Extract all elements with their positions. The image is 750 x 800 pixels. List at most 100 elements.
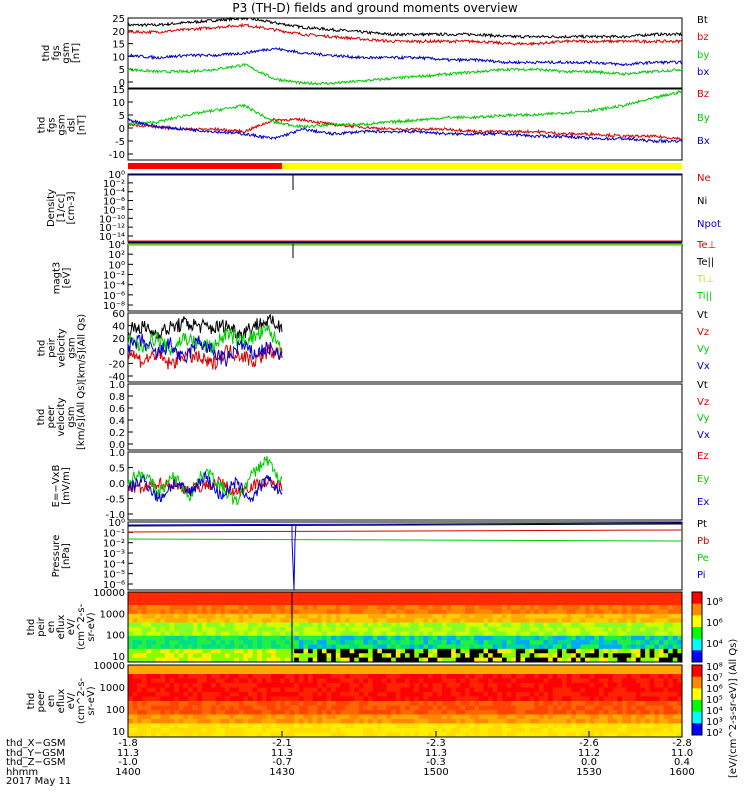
spec-cell [649, 627, 655, 632]
spec-cell [474, 665, 480, 670]
spec-cell [183, 696, 189, 702]
spec-cell [566, 669, 572, 675]
spec-cell [368, 710, 374, 715]
spec-cell [354, 678, 360, 684]
colorbar-cell [692, 710, 702, 713]
spec-cell [432, 635, 438, 641]
spec-cell [575, 701, 581, 706]
spec-cell [552, 692, 558, 697]
spec-cell [128, 653, 134, 659]
spec-cell [395, 674, 401, 679]
spec-cell [428, 705, 434, 711]
spec-cell [308, 613, 314, 619]
spec-cell [331, 669, 337, 675]
spec-cell [266, 674, 272, 679]
spec-cell [478, 609, 484, 615]
colorbar-cell [692, 723, 702, 725]
spec-cell [552, 665, 558, 670]
spec-cell [455, 687, 461, 693]
spec-cell [672, 687, 678, 693]
spec-cell [349, 618, 355, 624]
spec-cell [654, 657, 660, 663]
spec-cell [511, 627, 517, 632]
spec-cell [261, 732, 267, 738]
spec-cell [520, 692, 526, 697]
spec-cell [358, 701, 364, 706]
spec-cell [571, 622, 577, 628]
spec-cell [280, 669, 286, 675]
spec-cell [617, 627, 623, 632]
spec-cell [326, 653, 332, 659]
spec-cell [492, 640, 498, 645]
colorbar-cell [692, 650, 702, 652]
spec-cell [349, 635, 355, 641]
spec-cell [132, 696, 138, 702]
spec-cell [658, 627, 665, 632]
spec-cell [188, 627, 194, 632]
colorbar-cell [692, 658, 702, 661]
spec-cell [137, 714, 143, 720]
spec-cell [206, 648, 212, 654]
spec-cell [663, 714, 669, 720]
spec-cell [534, 714, 540, 720]
spec-cell [224, 692, 231, 697]
y-tick-label: 0.0 [109, 479, 125, 490]
spec-cell [211, 653, 217, 659]
spec-cell [317, 723, 323, 729]
spec-cell [266, 728, 272, 733]
spec-cell [206, 696, 212, 702]
spec-cell [340, 728, 346, 733]
spec-cell [677, 657, 683, 663]
y-tick-label: 10⁻⁴ [103, 559, 125, 570]
xaxis-value: -1.8 [118, 738, 138, 749]
spec-cell [525, 613, 531, 619]
spec-cell [501, 592, 508, 597]
spec-cell [658, 657, 665, 663]
spec-cell [478, 665, 484, 670]
spec-cell [432, 701, 438, 706]
spec-cell [358, 631, 364, 637]
spec-cell [497, 609, 503, 615]
spec-cell [409, 644, 415, 650]
spec-cell [132, 622, 138, 628]
spec-cell [506, 640, 512, 645]
spec-cell [497, 678, 503, 684]
spec-cell [571, 705, 577, 711]
spec-cell [585, 710, 591, 715]
spec-cell [497, 687, 503, 693]
colorbar-cell [692, 680, 702, 682]
spec-cell [501, 635, 508, 641]
spec-cell [501, 692, 508, 697]
spec-cell [331, 631, 337, 637]
spec-cell [658, 605, 665, 610]
spec-cell [146, 728, 152, 733]
spec-cell [284, 683, 291, 688]
spec-cell [128, 710, 134, 715]
spec-cell [658, 653, 665, 659]
spec-cell [640, 705, 646, 711]
spec-cell [386, 732, 392, 738]
spec-cell [469, 635, 475, 641]
spec-cell [331, 653, 337, 659]
colorbar-cell [692, 696, 702, 699]
spec-cell [335, 701, 341, 706]
spec-cell [331, 596, 337, 602]
spec-cell [515, 723, 521, 729]
spec-cell [349, 640, 355, 645]
spec-cell [538, 705, 544, 711]
spec-cell [220, 678, 226, 684]
spec-cell [465, 719, 471, 724]
spec-cell [405, 723, 411, 729]
spec-cell [575, 678, 581, 684]
y-tick-label: 10⁻¹ [103, 528, 125, 539]
spec-cell [280, 696, 286, 702]
spec-cell [414, 723, 420, 729]
spec-cell [386, 653, 392, 659]
spec-cell [220, 719, 226, 724]
spec-cell [483, 622, 489, 628]
spec-cell [585, 648, 591, 654]
spec-cell [174, 696, 180, 702]
spec-cell [192, 687, 198, 693]
spec-cell [501, 605, 508, 610]
spec-cell [418, 696, 424, 702]
